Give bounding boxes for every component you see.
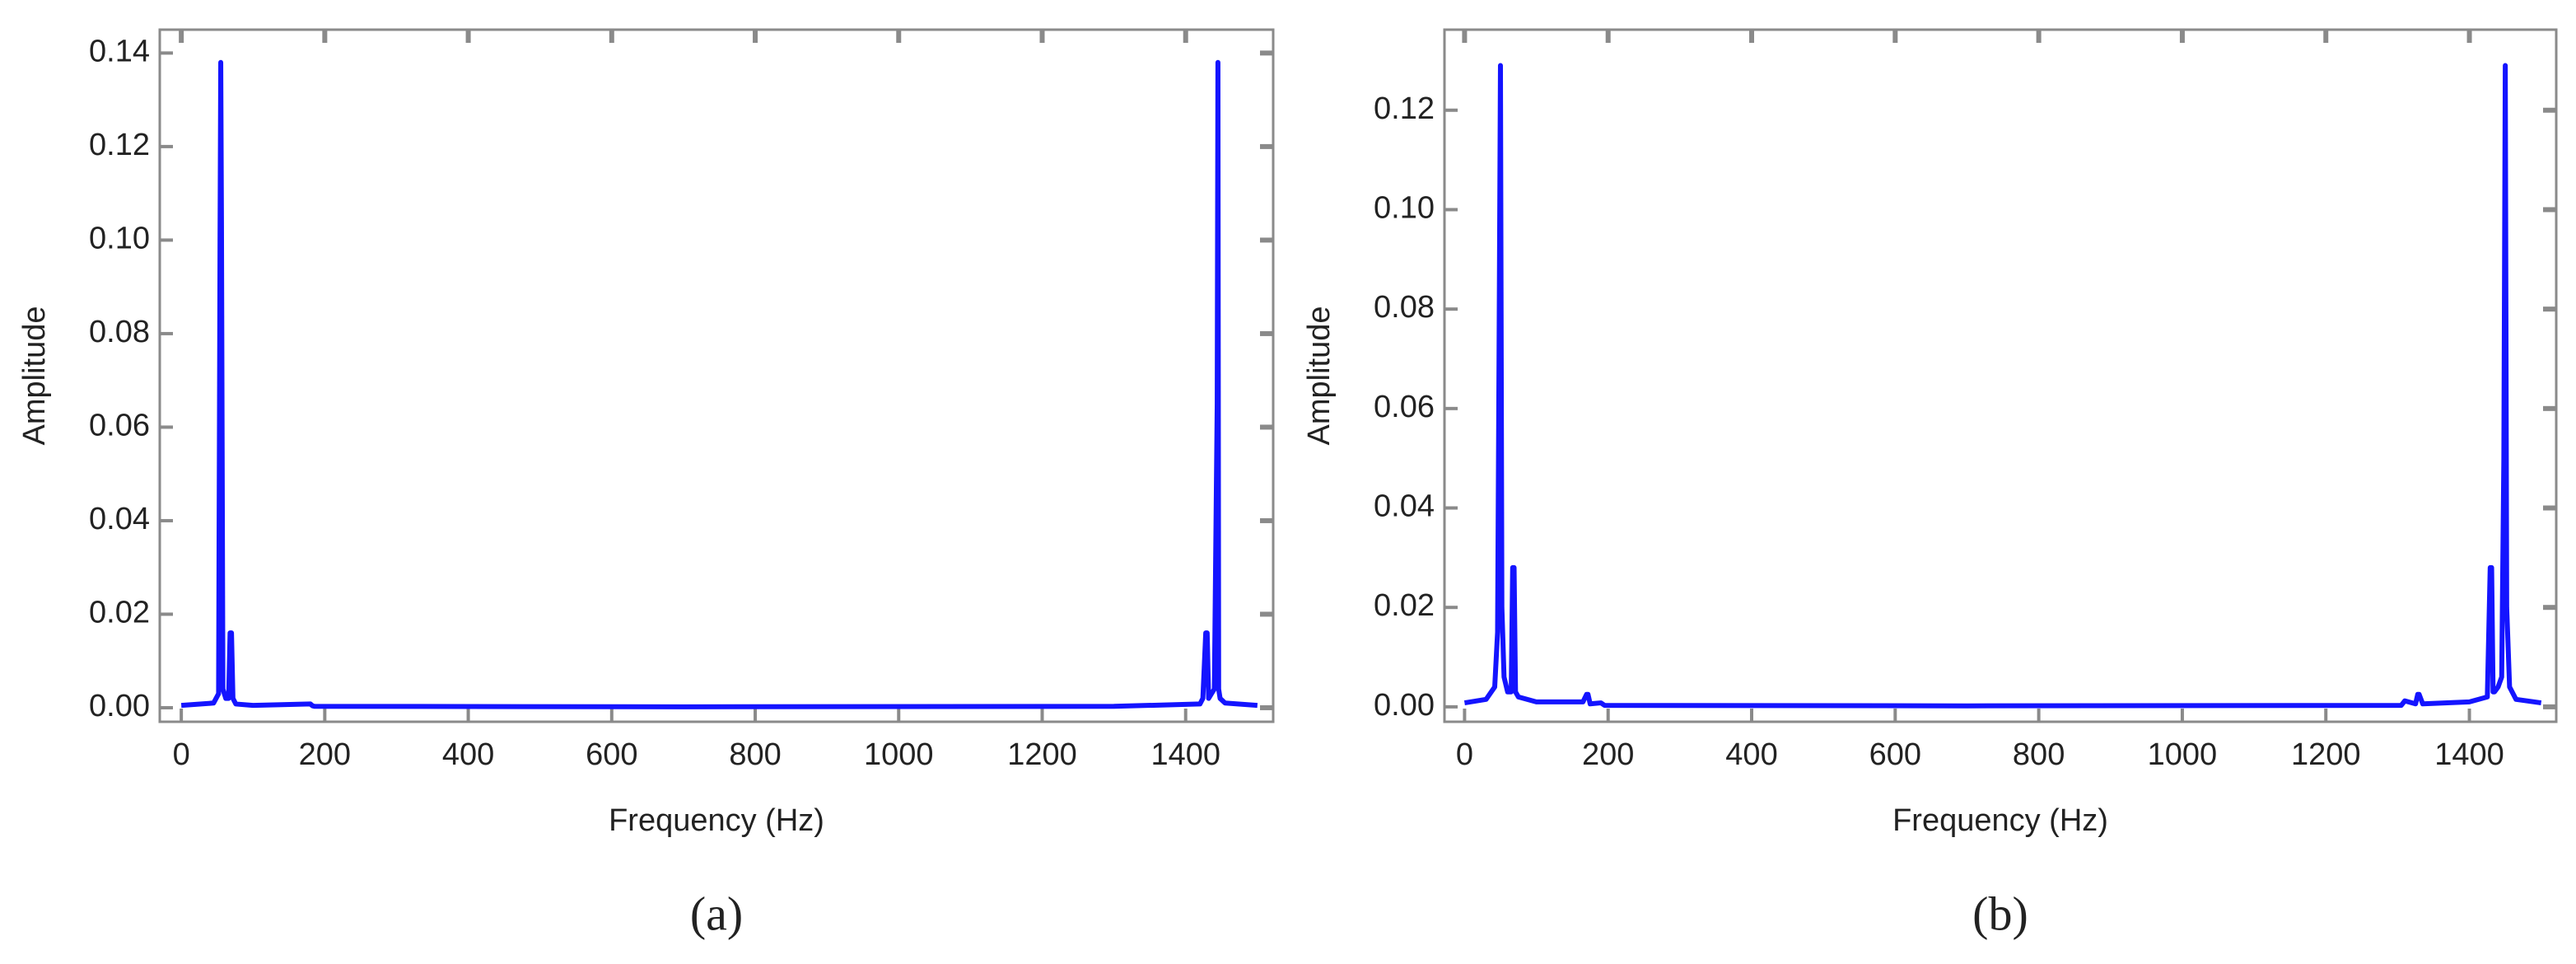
y-tick-label: 0.02 xyxy=(89,595,150,629)
y-tick-label: 0.08 xyxy=(89,315,150,349)
x-tick-label: 1400 xyxy=(1150,737,1220,772)
x-tick-label: 0 xyxy=(173,737,190,772)
x-tick-label: 600 xyxy=(1869,737,1921,772)
y-tick-label: 0.06 xyxy=(89,408,150,442)
spectrum-line xyxy=(180,59,1258,709)
y-tick-label: 0.08 xyxy=(1374,290,1435,325)
x-tick-label: 1000 xyxy=(864,737,934,772)
y-tick-label: 0.14 xyxy=(89,34,150,68)
y-tick-label: 0.12 xyxy=(89,128,150,162)
y-tick-label: 0.02 xyxy=(1374,588,1435,623)
x-tick-label: 800 xyxy=(2013,737,2065,772)
x-axis-label: Frequency (Hz) xyxy=(609,803,824,838)
x-tick-label: 800 xyxy=(729,737,781,772)
caption: (b) xyxy=(1972,887,2028,940)
x-tick-label: 1400 xyxy=(2434,737,2504,772)
x-tick-label: 0 xyxy=(1456,737,1473,772)
y-tick-label: 0.00 xyxy=(1374,688,1435,723)
y-tick-label: 0.10 xyxy=(1374,190,1435,225)
y-axis-label: Amplitude xyxy=(1302,307,1337,446)
x-tick-label: 400 xyxy=(442,737,494,772)
spectrum-line xyxy=(1463,63,2542,709)
caption: (a) xyxy=(690,887,743,940)
plot-frame xyxy=(158,28,1275,723)
y-tick-label: 0.00 xyxy=(89,689,150,723)
x-axis-label: Frequency (Hz) xyxy=(1892,803,2108,838)
y-tick-label: 0.04 xyxy=(1374,489,1435,524)
y-tick-label: 0.06 xyxy=(1374,390,1435,424)
x-tick-label: 200 xyxy=(1582,737,1634,772)
x-tick-label: 1200 xyxy=(2291,737,2361,772)
x-tick-label: 1200 xyxy=(1007,737,1077,772)
y-tick-label: 0.04 xyxy=(89,502,150,536)
x-tick-label: 200 xyxy=(299,737,351,772)
y-tick-label: 0.10 xyxy=(89,221,150,255)
y-axis-label: Amplitude xyxy=(17,307,52,446)
x-tick-label: 400 xyxy=(1725,737,1777,772)
x-tick-label: 600 xyxy=(586,737,637,772)
plot-frame xyxy=(1443,28,2558,723)
y-tick-label: 0.12 xyxy=(1374,91,1435,126)
x-tick-label: 1000 xyxy=(2148,737,2218,772)
